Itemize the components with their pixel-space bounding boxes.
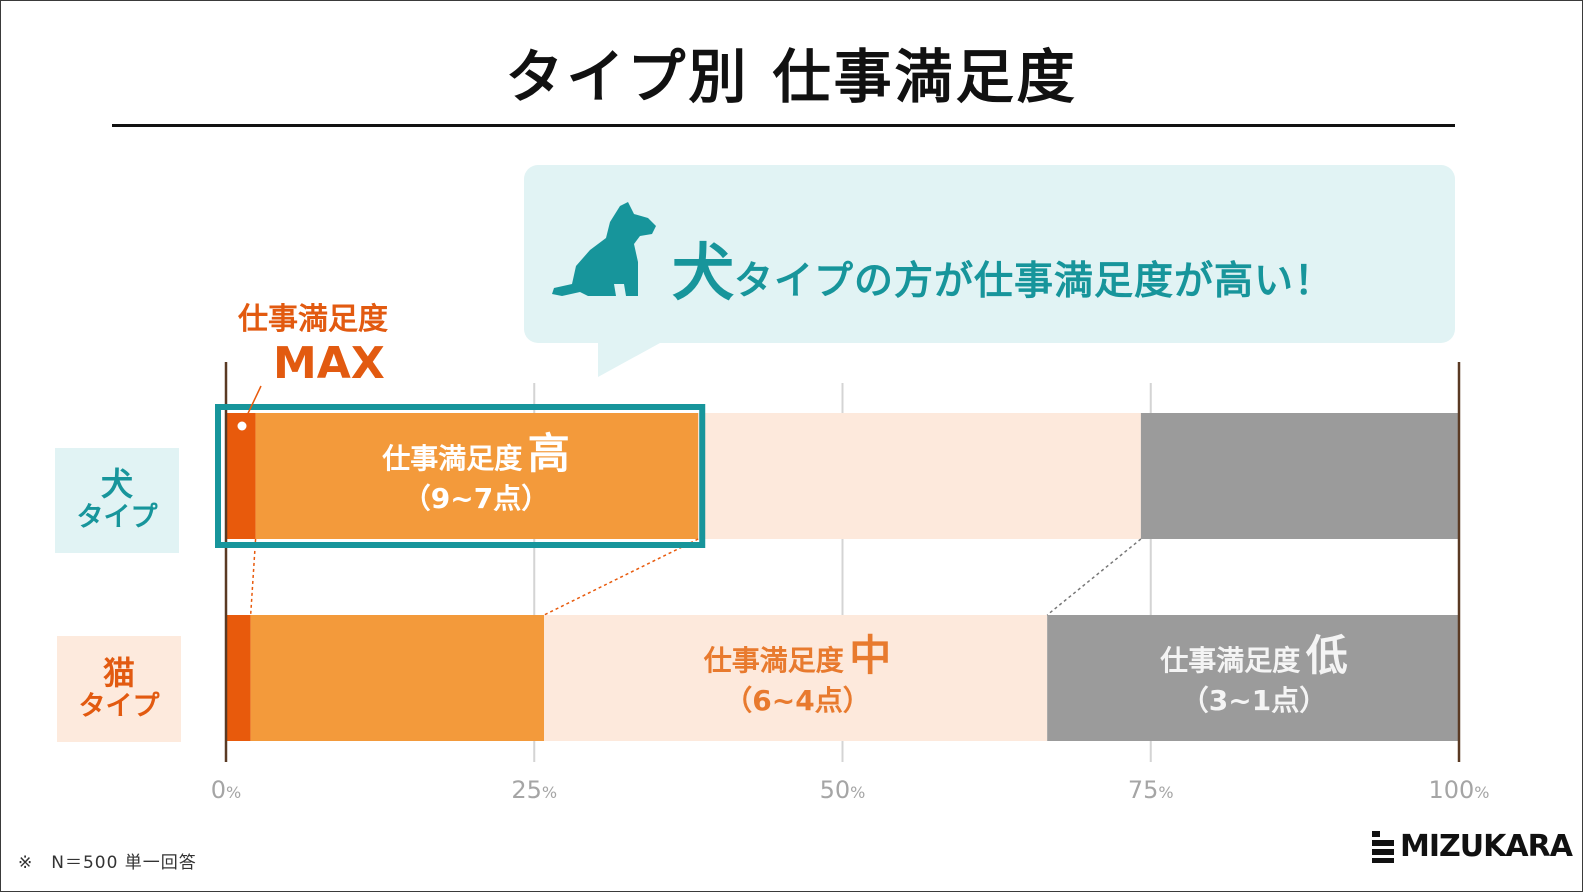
x-tick-label-25: 25% [511,776,557,804]
row-label-dog-line2: タイプ [76,502,158,534]
max-pointer-dot [237,421,247,431]
callout-text: タイプの方が仕事満足度が高い！ [734,259,1335,304]
segment-mid-level: 中 [849,631,892,680]
logo-mark-icon [1372,831,1394,863]
bar-cat-max [226,615,251,741]
segment-label-low: 仕事満足度 低 （3~1点） [1049,630,1459,718]
sample-note: ※ N＝500 単一回答 [18,853,197,873]
segment-label-mid: 仕事満足度 中 （6~4点） [545,630,1050,718]
segment-high-level: 高 [527,429,570,478]
bar-cat-high [250,615,545,741]
x-tick-label-75: 75% [1128,776,1174,804]
connector-mid [1046,538,1142,616]
segment-high-main: 仕事満足度 [382,442,523,475]
logo-text: MIZUKARA [1400,828,1573,864]
row-label-dog-line1: 犬 [100,465,133,504]
dog-icon [552,202,656,296]
bar-dog-high [255,413,699,539]
row-label-dog: 犬 タイプ [55,448,179,553]
row-label-cat-line2: タイプ [78,690,160,722]
row-label-cat: 猫 タイプ [57,636,181,742]
callout-box [524,165,1455,343]
bar-cat-mid [544,615,1048,741]
highlight-box [215,404,706,548]
x-tick-label-50: 50% [820,776,866,804]
bar-dog-mid [698,413,1141,539]
page-title: タイプ別 仕事満足度 [505,43,1078,111]
segment-low-level: 低 [1305,631,1348,680]
x-tick-label-0: 0% [211,776,241,804]
segment-low-main: 仕事満足度 [1160,644,1301,677]
x-tick-label-100: 100% [1428,776,1489,804]
callout-message: 犬タイプの方が仕事満足度が高い！ [672,222,1334,312]
callout-emphasis: 犬 [672,236,735,309]
segment-low-range: （3~1点） [1180,683,1328,717]
max-annotation-line2: MAX [273,338,385,389]
max-annotation-line1: 仕事満足度 [238,302,388,337]
title-underline [112,124,1455,127]
segment-mid-range: （6~4点） [724,683,871,717]
bar-cat-low [1047,615,1459,741]
row-label-cat-line1: 猫 [102,653,135,692]
segment-mid-main: 仕事満足度 [703,644,844,677]
bar-dog-max [226,413,256,539]
max-pointer-line [241,385,262,427]
brand-logo: MIZUKARA [1372,828,1573,864]
bar-dog-low [1140,413,1459,539]
segment-high-range: （9~7点） [402,481,550,515]
connector-high [543,538,699,616]
segment-label-high: 仕事満足度 高 （9~7点） [256,428,696,516]
connector-max [249,538,257,616]
